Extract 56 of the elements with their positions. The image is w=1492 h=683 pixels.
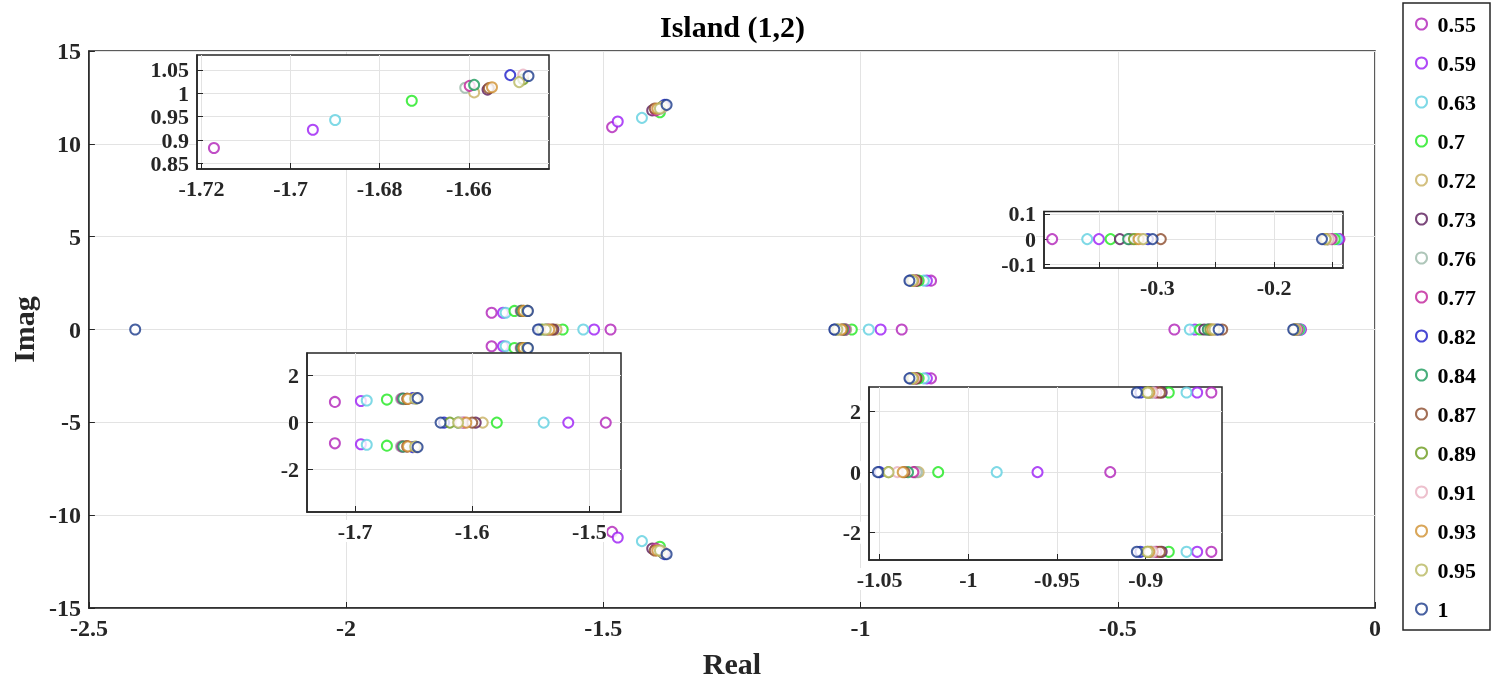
legend-label: 0.76	[1437, 245, 1476, 271]
legend-label: 0.77	[1437, 284, 1476, 310]
x-tick-label: -0.2	[1256, 274, 1292, 300]
legend-label: 0.63	[1437, 89, 1476, 115]
y-tick-label: 0	[1025, 226, 1036, 252]
x-tick-label: 0	[1369, 615, 1381, 641]
x-tick-label: -1.72	[178, 175, 225, 201]
legend-label: 0.7	[1437, 128, 1465, 154]
legend-label: 0.93	[1437, 518, 1476, 544]
x-axis-title: Real	[702, 646, 762, 680]
y-tick-label: 10	[56, 130, 81, 157]
x-tick-label: -1.6	[454, 518, 490, 544]
x-tick-label: -1.5	[571, 518, 607, 544]
x-tick-label: -1	[850, 615, 871, 641]
y-tick-label: 0	[850, 459, 861, 485]
y-tick-label: 0	[68, 316, 81, 343]
y-tick-label: -10	[48, 502, 81, 529]
legend-label: 0.72	[1437, 167, 1476, 193]
legend-label: 0.87	[1437, 401, 1476, 427]
legend-label: 0.84	[1437, 362, 1476, 388]
y-tick-label: 0	[288, 410, 299, 436]
x-tick-label: -1.66	[445, 175, 492, 201]
x-tick-label: -1	[959, 566, 978, 592]
y-tick-label: 1.05	[150, 57, 189, 83]
legend-label: 0.73	[1437, 206, 1476, 232]
x-tick-label: -1.7	[273, 175, 308, 201]
legend-label: 1	[1437, 596, 1449, 622]
y-tick-label: 15	[56, 38, 81, 64]
y-tick-label: -0.1	[1001, 251, 1036, 277]
legend-label: 0.91	[1437, 479, 1476, 505]
y-tick-label: 0.9	[161, 127, 189, 153]
y-tick-label: 1	[178, 80, 189, 106]
x-tick-label: -2	[336, 615, 357, 641]
y-tick-label: 5	[68, 223, 81, 250]
y-tick-label: 2	[288, 363, 299, 389]
x-tick-label: -0.9	[1128, 566, 1164, 592]
x-tick-label: -1.68	[356, 175, 403, 201]
legend-label: 0.59	[1437, 50, 1476, 76]
legend-label: 0.82	[1437, 323, 1476, 349]
y-tick-label: 0.85	[150, 150, 189, 176]
y-tick-label: 2	[850, 399, 861, 425]
legend-label: 0.55	[1437, 11, 1476, 37]
y-tick-label: -2	[280, 457, 299, 483]
y-axis-title: Imag	[6, 296, 40, 363]
x-tick-label: -1.7	[337, 518, 373, 544]
y-tick-label: 0.95	[150, 104, 189, 130]
x-tick-label: -1.5	[584, 615, 623, 641]
x-tick-label: -0.5	[1098, 615, 1137, 641]
y-tick-label: 0.1	[1008, 201, 1036, 227]
x-tick-label: -0.3	[1139, 274, 1175, 300]
chart-title: Island (1,2)	[659, 9, 806, 44]
x-tick-label: -0.95	[1034, 566, 1080, 592]
legend-label: 0.89	[1437, 440, 1476, 466]
x-tick-label: -1.05	[856, 566, 903, 592]
y-tick-label: -5	[60, 409, 81, 436]
legend-label: 0.95	[1437, 557, 1476, 583]
